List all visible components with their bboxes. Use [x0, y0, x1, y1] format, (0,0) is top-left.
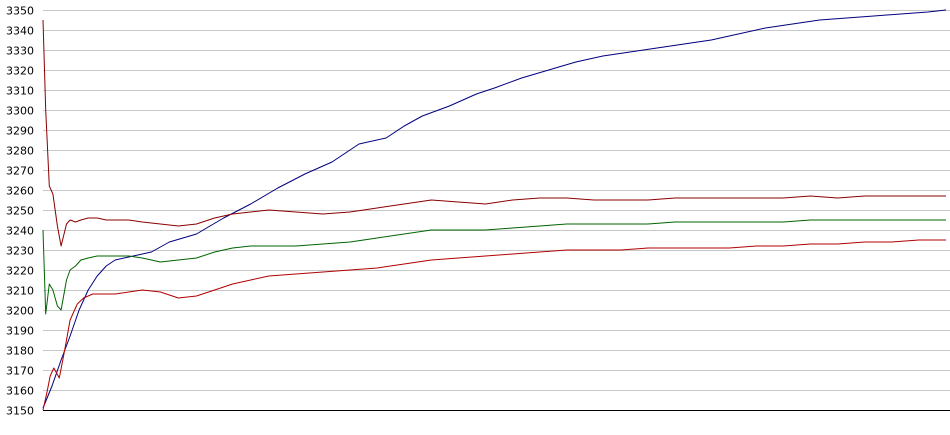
y-tick-label: 3340 [6, 25, 34, 38]
y-tick-label: 3210 [6, 285, 34, 298]
y-tick-label: 3200 [6, 305, 34, 318]
y-tick-label: 3260 [6, 185, 34, 198]
y-tick-label: 3350 [6, 5, 34, 18]
y-tick-label: 3270 [6, 165, 34, 178]
y-tick-label: 3220 [6, 265, 34, 278]
y-tick-label: 3240 [6, 225, 34, 238]
y-tick-label: 3150 [6, 405, 34, 418]
y-tick-label: 3290 [6, 125, 34, 138]
series-line-2 [42, 19, 946, 247]
y-tick-label: 3280 [6, 145, 34, 158]
series-line-3 [42, 219, 946, 315]
y-tick-label: 3190 [6, 325, 34, 338]
y-tick-label: 3250 [6, 205, 34, 218]
y-tick-label: 3300 [6, 105, 34, 118]
series-line-4 [42, 239, 946, 411]
y-tick-label: 3180 [6, 345, 34, 358]
y-tick-label: 3320 [6, 65, 34, 78]
gridlines [43, 10, 950, 411]
series-line-1 [42, 9, 947, 409]
series-lines [42, 9, 947, 411]
y-axis-tick-labels: 3150 3160 3170 3180 3190 3200 3210 3220 3230 3240… [6, 5, 34, 418]
y-tick-label: 3160 [6, 385, 34, 398]
y-tick-label: 3170 [6, 365, 34, 378]
y-tick-label: 3230 [6, 245, 34, 258]
y-tick-label: 3310 [6, 85, 34, 98]
y-tick-label: 3330 [6, 45, 34, 58]
